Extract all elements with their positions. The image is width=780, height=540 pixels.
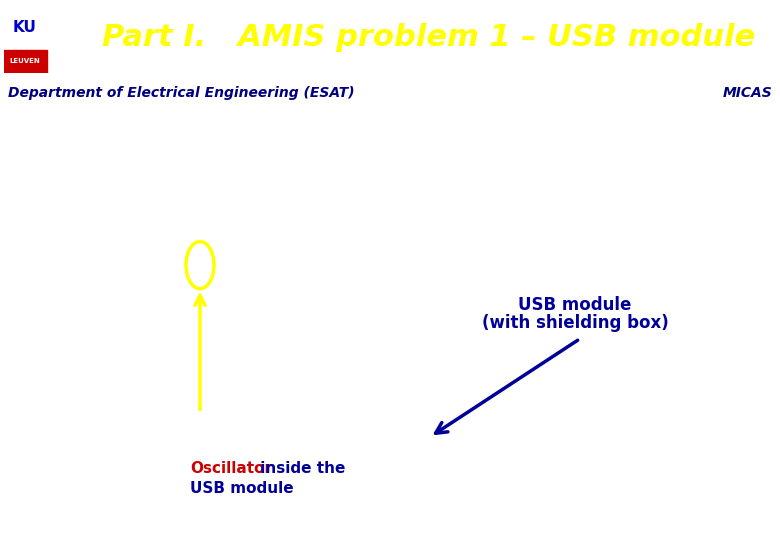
- Text: USB module: USB module: [190, 481, 293, 496]
- Text: (with shielding box): (with shielding box): [481, 314, 668, 332]
- Bar: [4, 6, 47, 48]
- Text: USB module: USB module: [519, 296, 632, 314]
- Text: Department of Electrical Engineering (ESAT): Department of Electrical Engineering (ES…: [8, 86, 354, 100]
- Text: MICAS: MICAS: [722, 86, 772, 100]
- Text: Oscillator: Oscillator: [190, 462, 272, 476]
- Text: Part I.   AMIS problem 1 – USB module: Part I. AMIS problem 1 – USB module: [102, 23, 756, 52]
- Text: KU: KU: [13, 20, 37, 35]
- Bar: [4, 50, 47, 73]
- Text: LEUVEN: LEUVEN: [9, 58, 41, 64]
- Text: inside the: inside the: [255, 462, 346, 476]
